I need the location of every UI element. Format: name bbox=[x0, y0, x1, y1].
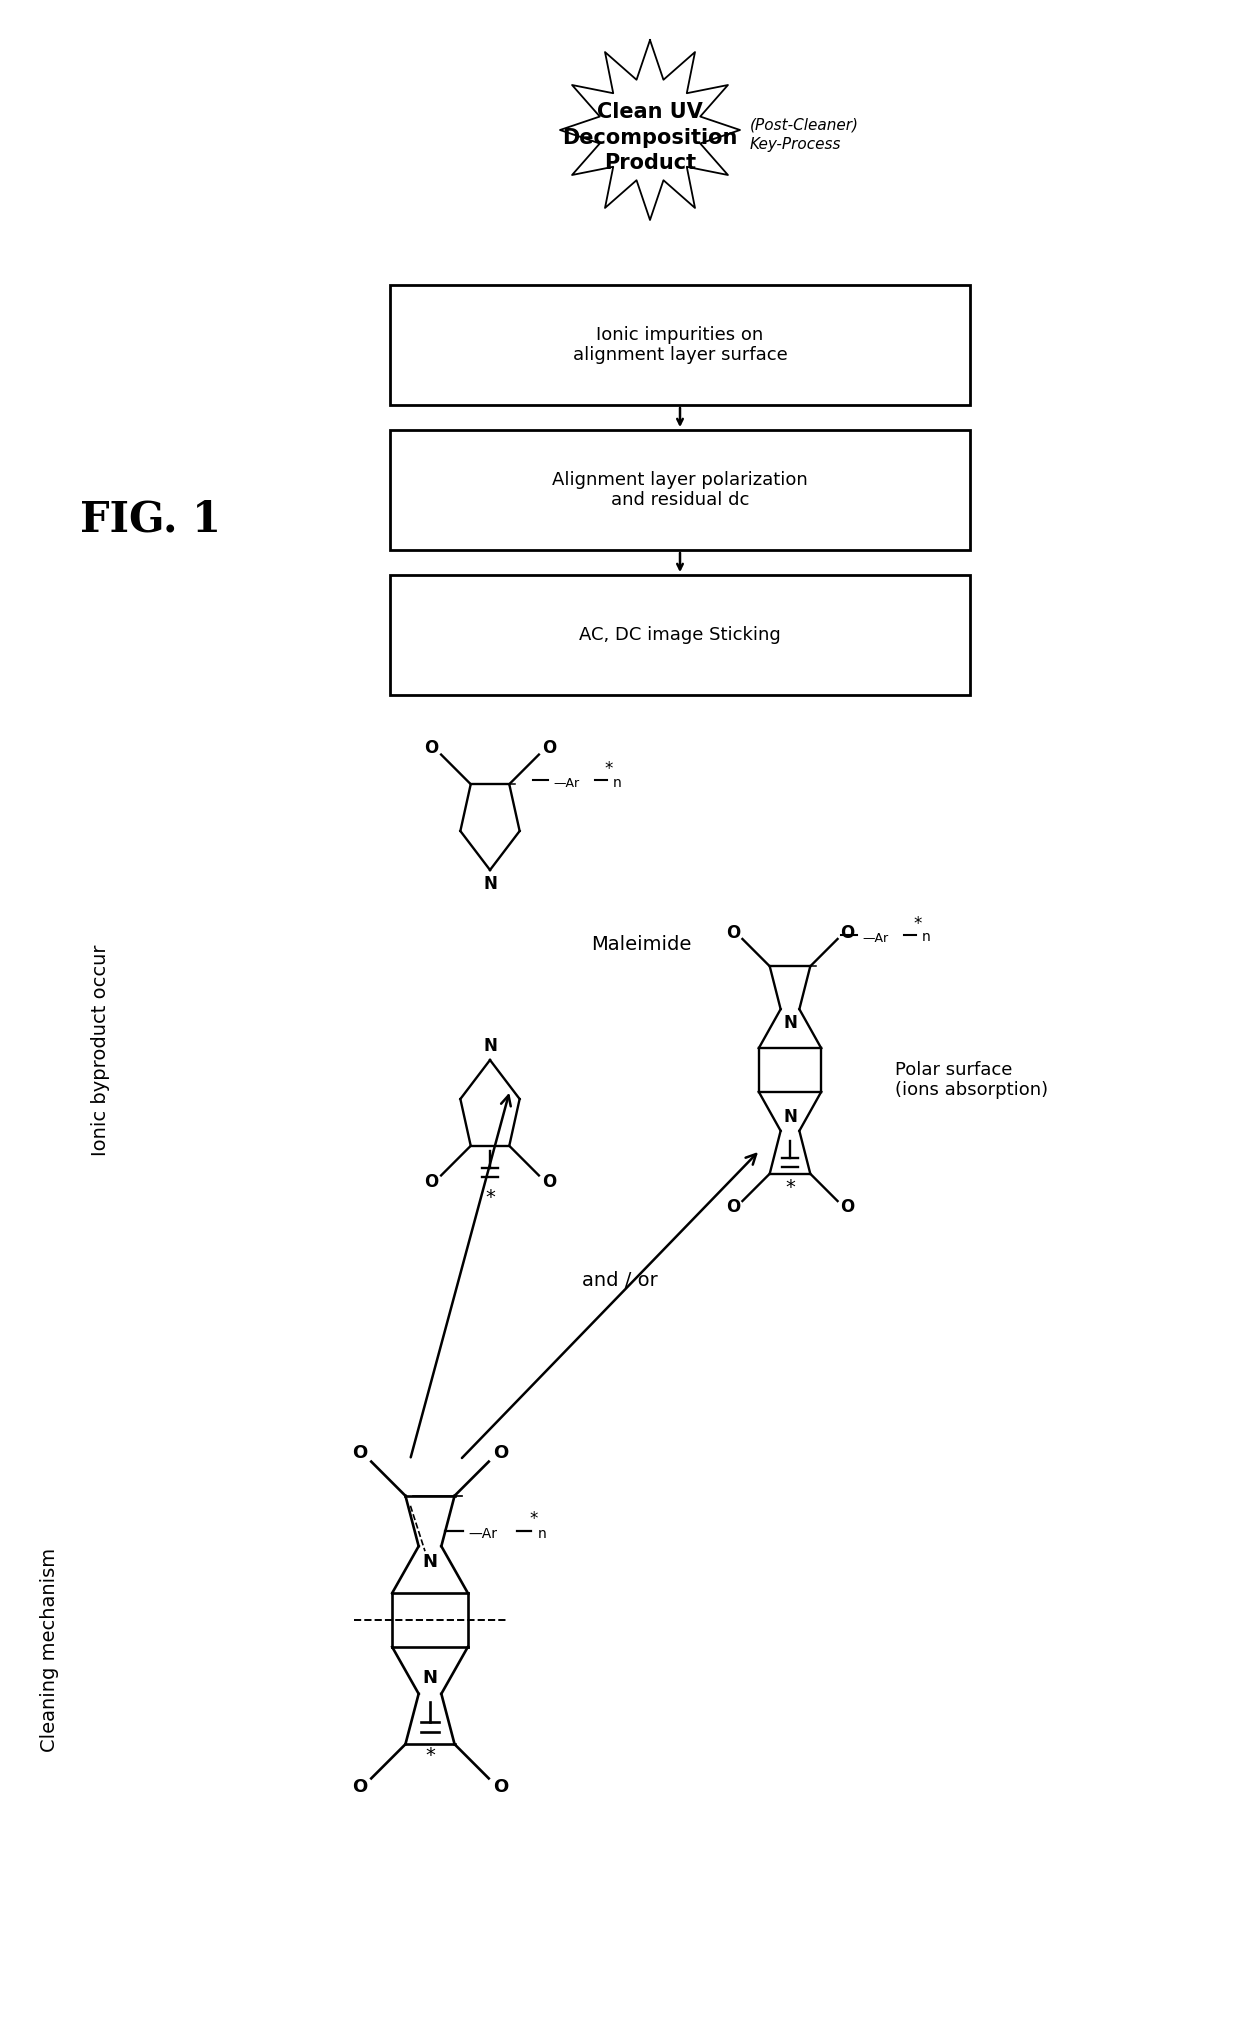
Text: *: * bbox=[425, 1746, 435, 1766]
Text: Maleimide: Maleimide bbox=[591, 936, 692, 955]
Text: Clean UV: Clean UV bbox=[598, 103, 703, 121]
Text: n: n bbox=[613, 775, 621, 789]
Text: *: * bbox=[785, 1179, 795, 1197]
Text: O: O bbox=[492, 1778, 508, 1796]
Text: —Ar: —Ar bbox=[553, 777, 579, 789]
Text: N: N bbox=[784, 1015, 797, 1031]
Bar bbox=[391, 575, 970, 694]
Text: N: N bbox=[423, 1669, 438, 1687]
Text: Cleaning mechanism: Cleaning mechanism bbox=[41, 1548, 60, 1752]
Text: O: O bbox=[725, 1199, 740, 1217]
Text: O: O bbox=[352, 1445, 367, 1463]
Text: O: O bbox=[725, 924, 740, 942]
Text: n: n bbox=[921, 930, 930, 944]
Text: O: O bbox=[542, 739, 557, 757]
Text: Polar surface
(ions absorption): Polar surface (ions absorption) bbox=[895, 1061, 1049, 1100]
Text: —Ar: —Ar bbox=[862, 932, 888, 944]
Text: *: * bbox=[605, 761, 614, 779]
Text: Key-Process: Key-Process bbox=[750, 137, 842, 153]
Text: *: * bbox=[485, 1189, 495, 1207]
Text: Product: Product bbox=[604, 153, 696, 174]
Text: —Ar: —Ar bbox=[467, 1528, 497, 1542]
Text: *: * bbox=[914, 914, 923, 932]
Text: FIG. 1: FIG. 1 bbox=[81, 498, 221, 541]
Text: Decomposition: Decomposition bbox=[562, 127, 738, 147]
Text: O: O bbox=[492, 1445, 508, 1463]
Text: and / or: and / or bbox=[582, 1271, 658, 1290]
Text: (Post-Cleaner): (Post-Cleaner) bbox=[750, 117, 859, 133]
Text: N: N bbox=[484, 1037, 497, 1055]
Text: O: O bbox=[839, 1199, 854, 1217]
Text: n: n bbox=[538, 1528, 547, 1542]
Text: *: * bbox=[529, 1509, 537, 1528]
Text: O: O bbox=[352, 1778, 367, 1796]
Bar bbox=[391, 285, 970, 406]
Bar bbox=[391, 430, 970, 551]
Text: Ionic byproduct occur: Ionic byproduct occur bbox=[91, 944, 109, 1156]
Text: AC, DC image Sticking: AC, DC image Sticking bbox=[579, 626, 781, 644]
Text: N: N bbox=[784, 1108, 797, 1126]
Text: O: O bbox=[542, 1172, 557, 1191]
Text: Ionic impurities on
alignment layer surface: Ionic impurities on alignment layer surf… bbox=[573, 325, 787, 365]
Text: Alignment layer polarization
and residual dc: Alignment layer polarization and residua… bbox=[552, 470, 808, 509]
Text: O: O bbox=[424, 739, 438, 757]
Text: N: N bbox=[423, 1554, 438, 1572]
Text: N: N bbox=[484, 876, 497, 894]
Text: O: O bbox=[424, 1172, 438, 1191]
Text: O: O bbox=[839, 924, 854, 942]
